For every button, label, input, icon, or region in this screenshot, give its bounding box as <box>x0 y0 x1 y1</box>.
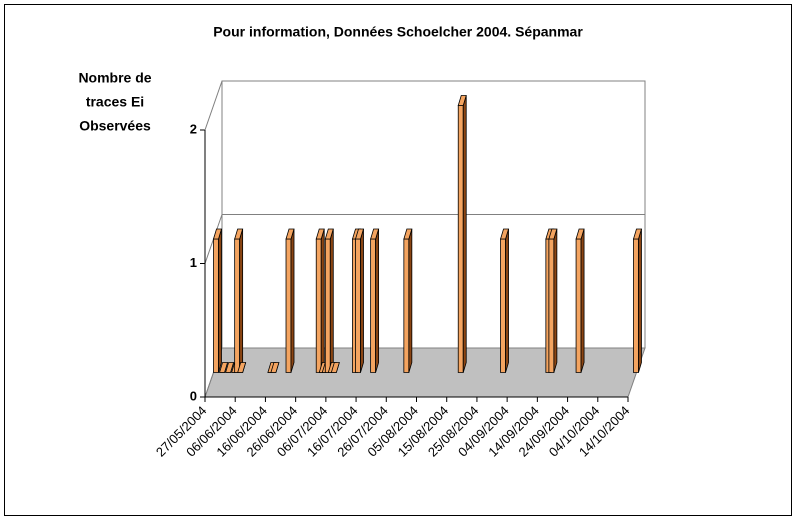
bar <box>225 362 235 373</box>
bar-top <box>225 362 235 373</box>
bar <box>234 228 244 373</box>
chart-title: Pour information, Données Schoelcher 200… <box>213 24 583 40</box>
bar-front <box>500 238 506 373</box>
bar <box>270 362 280 373</box>
bar-side <box>239 228 244 373</box>
bar-front <box>213 238 219 373</box>
bar-side <box>462 95 467 373</box>
bar-top <box>632 228 643 240</box>
bar-top <box>285 228 295 240</box>
bar-top <box>324 228 334 240</box>
bar <box>330 362 340 373</box>
bar-top <box>270 362 280 373</box>
bar <box>499 228 510 373</box>
bar-top <box>575 228 585 240</box>
bar <box>315 228 325 373</box>
bar-top <box>315 228 325 240</box>
bar-front <box>575 238 582 373</box>
bar-side <box>580 228 585 373</box>
y-axis-label: Observées <box>79 118 151 134</box>
bar <box>237 362 247 373</box>
bar-top <box>212 228 223 240</box>
bar-front <box>355 238 361 373</box>
bar <box>457 95 467 373</box>
chart-border <box>4 4 792 516</box>
bar-side <box>375 228 380 373</box>
bar-side <box>638 228 642 373</box>
bar-side <box>290 228 295 373</box>
bar <box>370 228 380 373</box>
bar-side <box>360 228 364 373</box>
bar-front <box>234 238 241 373</box>
grid-line <box>204 80 223 131</box>
bar-front <box>457 105 464 373</box>
bar-front <box>548 238 555 373</box>
bar-side <box>320 228 325 373</box>
bar-front <box>370 238 377 373</box>
y-tick-label: 0 <box>190 388 197 403</box>
bar <box>212 228 223 373</box>
bar <box>219 362 229 373</box>
bar-top <box>234 228 244 240</box>
bar-top <box>354 228 365 240</box>
bar <box>632 228 643 373</box>
bar <box>324 228 334 373</box>
y-axis-label: Nombre de <box>78 70 151 86</box>
bar-top <box>499 228 510 240</box>
bar-top <box>237 362 247 373</box>
bar-side <box>408 228 413 373</box>
bar-side <box>329 228 334 373</box>
bar-front <box>403 238 410 373</box>
bar-side <box>553 228 558 373</box>
y-axis-label: traces Ei <box>86 94 144 110</box>
bar-side <box>505 228 509 373</box>
bar-front <box>324 238 331 373</box>
bar <box>548 228 558 373</box>
bar-top <box>219 362 229 373</box>
bar <box>575 228 585 373</box>
y-tick-label: 2 <box>190 121 197 136</box>
bar-front <box>315 238 322 373</box>
bar-top <box>457 95 467 106</box>
bar-top <box>330 362 340 373</box>
bar <box>403 228 413 373</box>
bar-side <box>218 228 222 373</box>
bar-front <box>285 238 292 373</box>
y-tick-label: 1 <box>190 255 197 270</box>
bar-front <box>633 238 639 373</box>
bar-top <box>548 228 558 240</box>
bar-top <box>403 228 413 240</box>
bar-top <box>370 228 380 240</box>
bar <box>285 228 295 373</box>
bar <box>354 228 365 373</box>
